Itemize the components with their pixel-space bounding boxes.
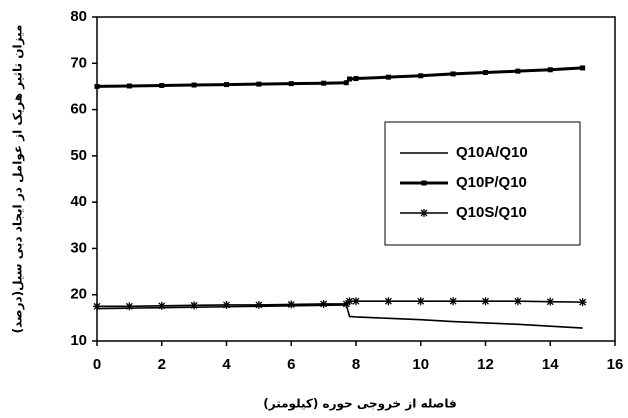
marker: [578, 298, 587, 307]
line: [96, 66, 583, 88]
marker: [256, 81, 262, 87]
y-tick-label: 60: [70, 101, 87, 118]
y-tick-label: 50: [70, 147, 87, 164]
marker: [385, 74, 391, 80]
x-tick-label: 2: [158, 356, 166, 373]
y-tick-label: 80: [70, 8, 87, 25]
marker: [254, 300, 263, 309]
x-tick-label: 12: [477, 356, 494, 373]
marker: [547, 67, 553, 73]
x-tick-label: 10: [412, 356, 429, 373]
marker: [319, 299, 328, 308]
marker: [546, 297, 555, 306]
line: [96, 304, 583, 329]
marker: [384, 297, 393, 306]
x-axis-label: فاصله از خروجی حوره (کیلومتر): [263, 397, 456, 412]
x-tick-label: 0: [93, 356, 101, 373]
y-tick-label: 10: [70, 332, 87, 349]
marker: [481, 297, 490, 306]
marker: [513, 297, 522, 306]
marker: [190, 301, 199, 310]
marker: [418, 73, 424, 79]
marker: [416, 297, 425, 306]
marker: [449, 297, 458, 306]
marker: [450, 71, 456, 77]
marker: [126, 83, 132, 89]
x-tick-label: 8: [352, 356, 360, 373]
y-tick-label: 70: [70, 54, 87, 71]
marker: [353, 76, 359, 82]
legend-label: Q10P/Q10: [456, 174, 527, 191]
marker: [287, 300, 296, 309]
marker: [420, 209, 428, 217]
marker: [125, 302, 134, 311]
legend-label: Q10S/Q10: [456, 204, 527, 221]
x-tick-label: 4: [222, 356, 231, 373]
x-tick-label: 14: [542, 356, 559, 373]
marker: [483, 70, 488, 76]
marker: [421, 180, 427, 186]
marker: [515, 68, 521, 74]
marker: [93, 302, 101, 311]
marker: [94, 83, 100, 89]
marker: [321, 80, 327, 86]
marker: [343, 80, 349, 86]
x-tick-label: 6: [287, 356, 295, 373]
marker: [222, 300, 231, 309]
marker: [580, 65, 586, 71]
marker: [342, 299, 351, 308]
marker: [352, 297, 360, 306]
marker: [157, 301, 166, 310]
marker: [288, 81, 294, 87]
marker: [345, 297, 354, 306]
marker: [191, 82, 197, 88]
x-tick-label: 16: [607, 356, 624, 373]
marker: [347, 76, 353, 82]
legend-label: Q10A/Q10: [456, 144, 528, 161]
y-axis-label: میزان تاثیر هریک از عوامل در ایجاد دبی س…: [11, 25, 26, 334]
marker: [224, 82, 229, 88]
y-tick-label: 20: [70, 286, 87, 303]
y-tick-label: 30: [70, 239, 87, 256]
y-tick-label: 40: [70, 193, 87, 210]
marker: [159, 83, 165, 89]
